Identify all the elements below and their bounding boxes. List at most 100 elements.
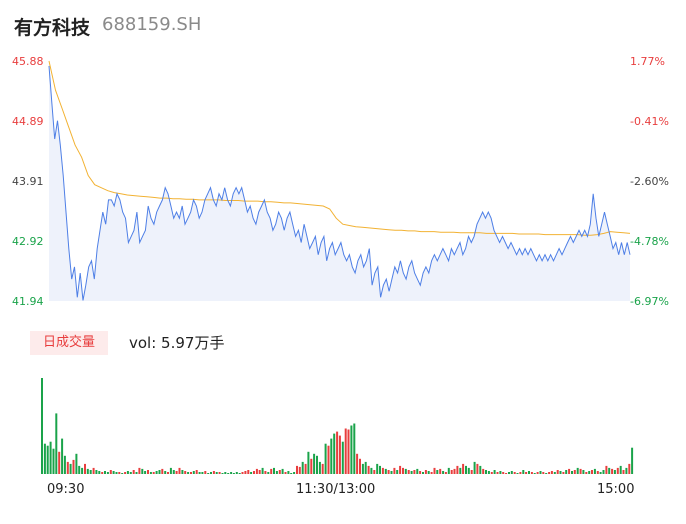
volume-bar	[316, 455, 318, 474]
volume-bar	[356, 453, 359, 474]
volume-bar	[172, 470, 175, 474]
volume-bar	[135, 472, 138, 474]
volume-bar	[287, 471, 290, 474]
stock-name: 有方科技	[14, 17, 91, 39]
volume-bar	[190, 472, 192, 474]
volume-bar	[298, 466, 301, 474]
volume-bar	[522, 470, 525, 474]
volume-bar	[247, 470, 250, 474]
volume-bar	[576, 467, 579, 474]
volume-bar	[98, 471, 101, 474]
volume-bar	[92, 467, 95, 474]
volume-bar	[571, 471, 573, 474]
volume-bar	[548, 472, 551, 474]
volume-bar	[568, 468, 571, 474]
volume-bar	[333, 433, 336, 474]
volume-bar	[459, 467, 462, 474]
volume-bar	[516, 473, 519, 474]
price-area-fill	[49, 65, 630, 302]
volume-bar	[396, 470, 399, 474]
volume-bar	[593, 468, 596, 474]
volume-bar	[384, 468, 387, 474]
volume-bar	[611, 468, 614, 474]
volume-bar	[505, 473, 508, 474]
volume-bar	[58, 451, 61, 474]
volume-bar	[419, 471, 422, 474]
volume-bar	[253, 471, 255, 474]
volume-bar	[221, 473, 224, 474]
volume-bar	[616, 467, 619, 474]
volume-bar	[218, 472, 221, 474]
volume-bar	[430, 472, 433, 474]
volume-bar	[149, 472, 152, 474]
volume-bar	[596, 471, 599, 474]
volume-bar	[433, 467, 436, 474]
volume-bar	[579, 468, 582, 474]
volume-bar	[462, 463, 465, 474]
volume-bar	[487, 471, 490, 474]
volume-bar	[410, 471, 413, 474]
volume-bar	[55, 413, 58, 474]
average-price-line	[48, 60, 631, 236]
volume-bar	[364, 461, 367, 474]
volume-bar	[155, 471, 158, 474]
volume-bar	[473, 461, 476, 474]
y-right-tick: -0.41%	[630, 115, 669, 128]
volume-bar	[502, 472, 505, 474]
volume-bar	[198, 472, 201, 474]
volume-badge: 日成交量	[30, 331, 108, 355]
volume-bar	[204, 471, 207, 474]
volume-bar	[359, 458, 361, 474]
volume-bar	[167, 472, 169, 474]
volume-bar	[164, 471, 167, 474]
volume-bar	[212, 471, 215, 474]
volume-bar	[195, 470, 198, 474]
volume-bar	[112, 471, 115, 474]
volume-bar	[573, 470, 576, 474]
y-left-tick: 41.94	[12, 295, 44, 308]
volume-bar	[350, 425, 353, 474]
volume-bar	[63, 455, 66, 474]
volume-bar	[296, 465, 298, 474]
volume-bar	[61, 438, 64, 474]
volume-bar	[588, 471, 591, 474]
y-right-tick: -6.97%	[630, 295, 669, 308]
volume-bar	[244, 471, 247, 474]
volume-bar	[393, 467, 396, 474]
volume-bar	[115, 472, 118, 474]
y-left-tick: 42.92	[12, 235, 44, 248]
volume-bar	[373, 470, 376, 474]
volume-bar	[599, 472, 602, 474]
volume-bar	[152, 472, 155, 474]
volume-bar	[109, 470, 112, 474]
volume-bar	[86, 468, 89, 474]
volume-bar	[278, 470, 281, 474]
volume-bar	[467, 467, 470, 474]
volume-bar	[413, 470, 416, 474]
volume-bar	[215, 472, 218, 474]
volume-bar	[261, 467, 264, 474]
volume-bar	[482, 468, 485, 474]
volume-bar	[442, 471, 445, 474]
volume-bar	[330, 438, 333, 474]
volume-bar	[129, 472, 132, 474]
volume-bar	[347, 429, 350, 474]
volume-bar	[270, 468, 273, 474]
volume-bar	[608, 467, 611, 474]
volume-bar	[126, 471, 129, 474]
volume-bar	[338, 435, 341, 474]
volume-bar	[530, 472, 533, 474]
volume-bar	[631, 447, 634, 474]
volume-bar	[539, 471, 542, 474]
volume-bar	[66, 461, 69, 474]
volume-bar	[390, 471, 393, 474]
volume-bar	[422, 472, 424, 474]
volume-bar	[605, 465, 608, 474]
volume-bar	[275, 471, 278, 474]
volume-bar	[230, 472, 233, 474]
volume-bar	[301, 461, 304, 474]
volume-bar	[313, 453, 316, 474]
volume-summary: vol: 5.97万手	[129, 334, 225, 352]
volume-bar	[402, 467, 404, 474]
volume-bar	[141, 468, 144, 474]
